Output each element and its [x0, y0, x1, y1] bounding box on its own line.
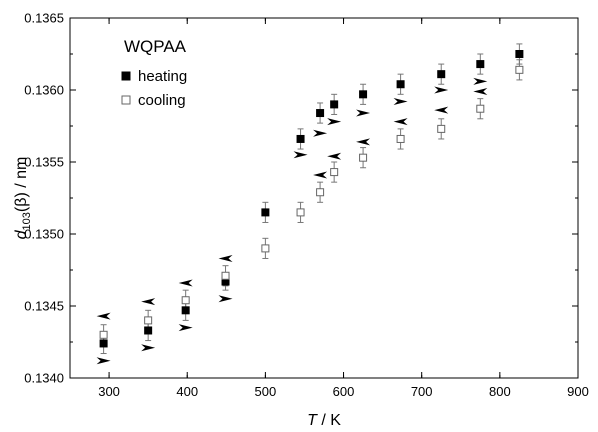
marker-cooling	[396, 134, 405, 143]
y-tick-label: 0.1360	[24, 83, 64, 98]
arrow-left-icon	[393, 118, 408, 126]
marker-heating	[359, 90, 368, 99]
arrow-left-icon	[96, 312, 111, 320]
y-tick-label: 0.1365	[24, 11, 64, 26]
y-tick-label: 0.1350	[24, 227, 64, 242]
marker-cooling	[437, 124, 446, 133]
axis-ticks	[70, 17, 579, 379]
arrow-right-icon	[141, 344, 156, 352]
arrow-left-icon	[218, 254, 233, 262]
marker-cooling	[99, 330, 108, 339]
arrow-left-icon	[327, 152, 342, 160]
x-tick-label: 400	[176, 384, 198, 399]
legend-heating-label: heating	[138, 68, 187, 85]
arrow-right-icon	[434, 86, 449, 94]
x-tick-label: 900	[567, 384, 589, 399]
marker-cooling	[296, 208, 305, 217]
marker-heating	[330, 100, 339, 109]
arrow-left-icon	[313, 171, 328, 179]
legend-cooling-marker	[121, 95, 131, 105]
y-tick-label: 0.1355	[24, 155, 64, 170]
marker-cooling	[261, 244, 270, 253]
arrow-right-icon	[96, 357, 111, 365]
arrow-right-icon	[178, 324, 193, 332]
arrow-left-icon	[178, 279, 193, 287]
x-axis-title-unit: / K	[317, 412, 341, 429]
legend-cooling-label: cooling	[138, 92, 186, 109]
marker-cooling	[181, 296, 190, 305]
marker-heating	[296, 134, 305, 143]
y-axis-title-symbol: d	[13, 229, 30, 239]
arrow-left-icon	[141, 298, 156, 306]
x-tick-label: 300	[98, 384, 120, 399]
marker-cooling	[359, 153, 368, 162]
arrow-right-icon	[356, 109, 371, 117]
marker-heating	[316, 109, 325, 118]
arrow-right-icon	[473, 77, 488, 85]
x-axis-title-symbol: T	[307, 412, 318, 429]
marker-heating	[144, 326, 153, 335]
arrow-left-icon	[473, 87, 488, 95]
x-tick-label: 700	[411, 384, 433, 399]
marker-cooling	[316, 188, 325, 197]
y-tick-label: 0.1345	[24, 299, 64, 314]
arrow-right-icon	[327, 118, 342, 126]
arrow-left-icon	[356, 138, 371, 146]
marker-cooling	[144, 316, 153, 325]
arrow-right-icon	[393, 98, 408, 106]
marker-heating	[476, 60, 485, 69]
y-tick-labels: 0.1340 0.1345 0.1350 0.1355 0.1360 0.1365	[24, 11, 64, 386]
data-markers	[99, 50, 524, 348]
y-axis-title-subscript: 103	[21, 212, 33, 230]
y-axis-title: d103(β) / nm	[13, 157, 33, 240]
marker-cooling	[330, 168, 339, 177]
marker-heating	[181, 306, 190, 315]
error-bars	[100, 43, 523, 355]
marker-heating	[99, 339, 108, 348]
legend-heating-marker	[121, 71, 131, 81]
marker-heating	[261, 208, 270, 217]
x-tick-label: 500	[255, 384, 277, 399]
direction-arrows	[96, 77, 488, 365]
marker-heating	[437, 70, 446, 79]
x-tick-label: 800	[489, 384, 511, 399]
y-tick-label: 0.1340	[24, 371, 64, 386]
marker-cooling	[221, 271, 230, 280]
x-tick-labels: 300 400 500 600 700 800 900	[98, 384, 589, 399]
marker-cooling	[476, 104, 485, 113]
arrow-right-icon	[218, 295, 233, 303]
y-axis-title-unit: (β) / nm	[13, 157, 30, 212]
chart-title: WQPAA	[124, 37, 187, 56]
x-tick-label: 600	[333, 384, 355, 399]
arrow-right-icon	[293, 151, 308, 159]
arrow-right-icon	[313, 129, 328, 137]
marker-heating	[515, 50, 524, 58]
marker-heating	[396, 80, 405, 89]
arrow-left-icon	[434, 106, 449, 114]
marker-cooling	[515, 65, 524, 74]
legend: heating cooling	[121, 68, 187, 109]
x-axis-title: T / K	[307, 412, 341, 429]
